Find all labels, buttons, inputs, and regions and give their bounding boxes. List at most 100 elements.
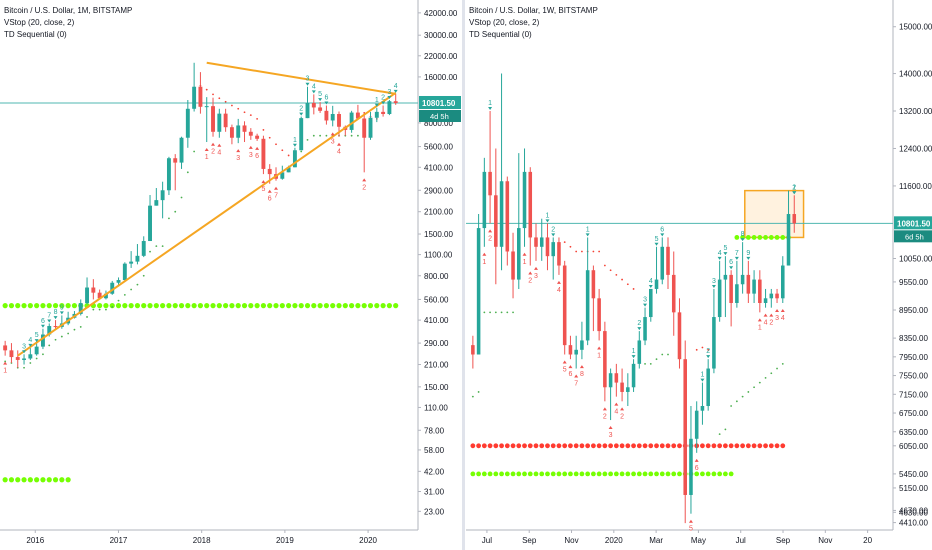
candle-body[interactable]	[91, 287, 96, 293]
candle-body[interactable]	[666, 246, 670, 275]
candle-body[interactable]	[223, 113, 228, 128]
candle-body[interactable]	[381, 111, 386, 115]
candle-body[interactable]	[311, 103, 316, 108]
candle-body[interactable]	[643, 317, 647, 341]
candle-body[interactable]	[712, 317, 716, 369]
candle-body[interactable]	[775, 293, 779, 299]
candle-body[interactable]	[517, 228, 521, 280]
candle-body[interactable]	[129, 261, 134, 264]
candle-body[interactable]	[305, 103, 310, 119]
candle-body[interactable]	[248, 131, 253, 136]
candle-body[interactable]	[355, 112, 360, 119]
candle-body[interactable]	[580, 340, 584, 350]
candle-body[interactable]	[362, 118, 367, 138]
candle-body[interactable]	[135, 255, 140, 262]
candle-body[interactable]	[122, 263, 127, 281]
legend-indicator-vstop[interactable]: VStop (20, close, 2)	[4, 18, 75, 27]
candle-body[interactable]	[545, 237, 550, 257]
candle-body[interactable]	[660, 246, 665, 280]
candle-body[interactable]	[649, 288, 653, 318]
candle-body[interactable]	[324, 110, 329, 121]
candle-body[interactable]	[717, 279, 722, 318]
candle-body[interactable]	[689, 438, 693, 495]
legend-indicator-td[interactable]: TD Sequential (0)	[469, 30, 532, 39]
candle-body[interactable]	[337, 114, 341, 127]
trendline[interactable]	[206, 61, 396, 95]
candle-body[interactable]	[154, 200, 159, 206]
candle-body[interactable]	[97, 292, 102, 299]
candle-body[interactable]	[620, 382, 624, 392]
candle-body[interactable]	[40, 334, 45, 347]
candle-body[interactable]	[28, 354, 33, 359]
candle-body[interactable]	[631, 363, 636, 388]
candle-body[interactable]	[330, 114, 335, 121]
candle-body[interactable]	[700, 406, 705, 411]
candle-body[interactable]	[511, 251, 515, 280]
candle-body[interactable]	[488, 171, 492, 196]
candle-body[interactable]	[15, 357, 20, 360]
candle-body[interactable]	[280, 172, 285, 179]
legend-indicator-td[interactable]: TD Sequential (0)	[4, 30, 67, 39]
candle-body[interactable]	[393, 101, 398, 104]
candle-body[interactable]	[683, 359, 687, 495]
candle-body[interactable]	[3, 345, 8, 351]
candle-body[interactable]	[637, 340, 642, 364]
candle-body[interactable]	[671, 274, 676, 313]
pane-separator[interactable]	[462, 0, 465, 550]
candle-body[interactable]	[47, 326, 52, 335]
candle-body[interactable]	[494, 195, 498, 247]
candle-body[interactable]	[229, 127, 234, 138]
candle-body[interactable]	[236, 125, 241, 138]
candle-body[interactable]	[597, 298, 601, 332]
candle-body[interactable]	[110, 282, 115, 294]
candle-body[interactable]	[53, 326, 58, 328]
candle-body[interactable]	[255, 135, 260, 139]
candle-body[interactable]	[34, 346, 39, 355]
candle-body[interactable]	[562, 265, 567, 346]
candle-body[interactable]	[141, 241, 146, 256]
candle-body[interactable]	[261, 138, 266, 169]
candle-body[interactable]	[528, 171, 533, 238]
candle-body[interactable]	[299, 118, 304, 151]
candle-body[interactable]	[499, 181, 504, 247]
candle-body[interactable]	[368, 117, 373, 138]
candle-body[interactable]	[374, 111, 379, 118]
candle-body[interactable]	[211, 106, 215, 132]
candle-body[interactable]	[568, 345, 573, 355]
candle-body[interactable]	[585, 270, 590, 341]
candle-body[interactable]	[735, 284, 739, 303]
candle-body[interactable]	[522, 171, 527, 229]
weekly-chart[interactable]: 15000.00 14000.00 13200.00 12400.00 11600.00…	[466, 0, 932, 550]
candle-body[interactable]	[267, 168, 272, 175]
candle-body[interactable]	[781, 265, 785, 299]
candle-body[interactable]	[148, 205, 152, 242]
candle-body[interactable]	[534, 237, 538, 247]
candle-body[interactable]	[242, 125, 247, 132]
legend-indicator-vstop[interactable]: VStop (20, close, 2)	[469, 18, 540, 27]
candle-body[interactable]	[160, 190, 165, 201]
candle-body[interactable]	[763, 298, 768, 303]
candle-body[interactable]	[740, 274, 745, 285]
candle-body[interactable]	[173, 158, 178, 163]
candle-body[interactable]	[204, 106, 209, 108]
candle-body[interactable]	[116, 280, 121, 283]
candle-body[interactable]	[706, 368, 710, 407]
candle-body[interactable]	[614, 373, 619, 383]
candle-body[interactable]	[505, 181, 510, 252]
candle-body[interactable]	[471, 345, 475, 355]
candle-body[interactable]	[654, 279, 659, 289]
candle-body[interactable]	[85, 287, 89, 304]
candle-body[interactable]	[677, 312, 682, 360]
candle-body[interactable]	[758, 279, 762, 303]
candle-body[interactable]	[318, 107, 323, 111]
candle-body[interactable]	[387, 101, 392, 115]
candle-body[interactable]	[179, 137, 184, 163]
candle-body[interactable]	[792, 214, 797, 224]
candle-body[interactable]	[557, 242, 561, 266]
candle-body[interactable]	[539, 237, 544, 247]
candle-body[interactable]	[608, 373, 613, 388]
candle-body[interactable]	[723, 274, 728, 280]
candle-body[interactable]	[9, 350, 14, 358]
candle-body[interactable]	[22, 358, 26, 360]
